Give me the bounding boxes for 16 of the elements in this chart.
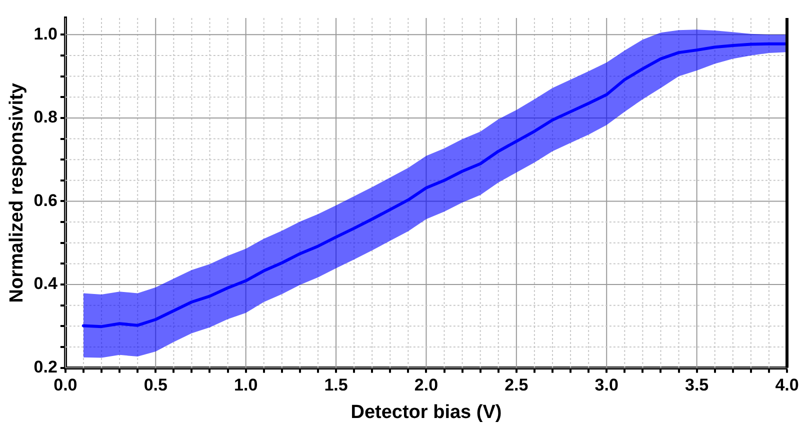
y-tick-label: 1.0 bbox=[34, 24, 58, 44]
y-tick-label: 0.8 bbox=[34, 108, 58, 127]
y-tick-label: 0.4 bbox=[34, 274, 58, 294]
x-axis-title: Detector bias (V) bbox=[350, 402, 502, 423]
x-tick-label: 3.5 bbox=[684, 376, 709, 395]
x-tick-label: 4.0 bbox=[775, 376, 799, 395]
y-tick-label: 0.2 bbox=[34, 357, 58, 376]
x-tick-label: 2.5 bbox=[504, 376, 528, 395]
y-axis-title: Normalized responsivity bbox=[6, 82, 28, 303]
y-tick-label: 0.6 bbox=[34, 190, 58, 210]
x-tick-label: 0.0 bbox=[54, 376, 78, 395]
x-tick-label: 1.5 bbox=[324, 376, 348, 395]
x-tick-label: 3.0 bbox=[594, 376, 618, 395]
x-tick-label: 2.0 bbox=[414, 376, 438, 395]
x-tick-label: 0.5 bbox=[144, 376, 168, 395]
x-tick-label: 1.0 bbox=[234, 376, 258, 395]
